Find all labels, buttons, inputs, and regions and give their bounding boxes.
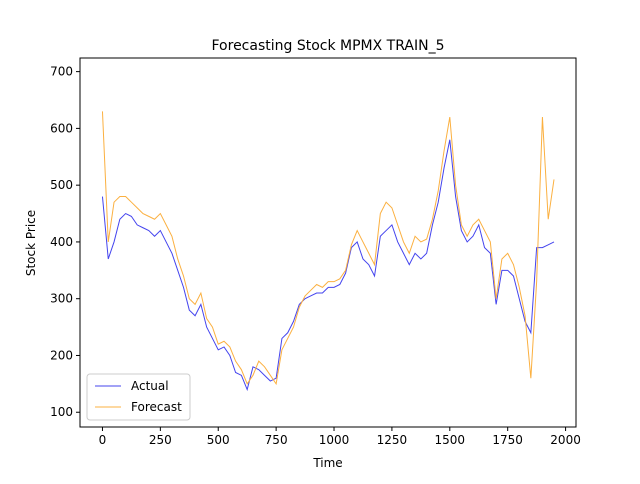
chart-title: Forecasting Stock MPMX TRAIN_5 <box>212 38 445 54</box>
y-tick-label: 300 <box>50 292 73 306</box>
x-axis-label: Time <box>312 456 342 470</box>
y-tick-label: 100 <box>50 405 73 419</box>
y-axis-label: Stock Price <box>24 210 38 276</box>
x-tick-label: 1750 <box>492 433 523 447</box>
x-tick-label: 2000 <box>550 433 581 447</box>
x-tick-label: 0 <box>99 433 107 447</box>
y-tick-label: 700 <box>50 65 73 79</box>
x-tick-label: 1000 <box>319 433 350 447</box>
x-tick-label: 500 <box>207 433 230 447</box>
x-tick-label: 250 <box>149 433 172 447</box>
plot-frame <box>79 57 577 428</box>
y-tick-label: 400 <box>50 235 73 249</box>
legend-label: Forecast <box>131 400 182 414</box>
y-tick-label: 500 <box>50 178 73 192</box>
series-line <box>101 139 555 392</box>
x-tick-label: 750 <box>265 433 288 447</box>
series-line <box>101 111 555 386</box>
legend-label: Actual <box>131 379 169 393</box>
y-tick-label: 200 <box>50 348 73 362</box>
y-tick-label: 600 <box>50 121 73 135</box>
x-tick-label: 1250 <box>377 433 408 447</box>
x-tick-label: 1500 <box>435 433 466 447</box>
